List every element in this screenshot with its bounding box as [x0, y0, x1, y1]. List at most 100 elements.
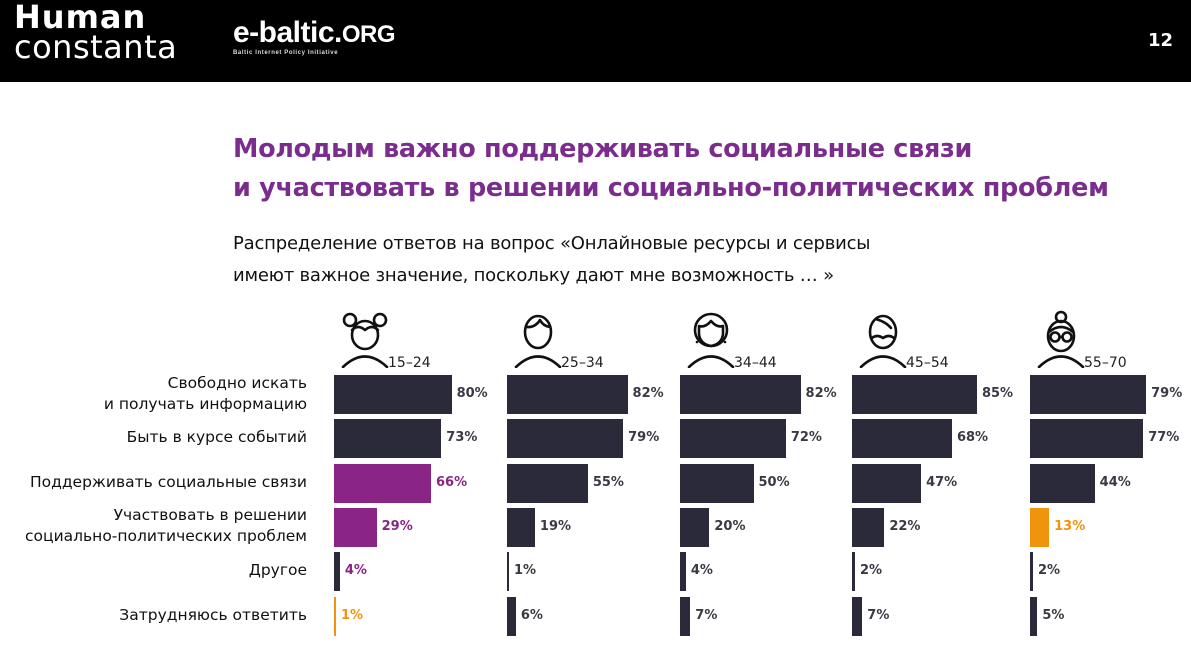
- data-label: 7%: [695, 607, 718, 623]
- bar: [1030, 375, 1147, 414]
- human-constanta-logo: Human constanta: [14, 0, 178, 66]
- chart-subtitle: Распределение ответов на вопрос «Онлайно…: [233, 228, 871, 292]
- girl-with-buns-icon: [341, 312, 389, 368]
- category-label-line: Поддерживать социальные связи: [29, 472, 307, 491]
- age-label: 34–44: [734, 355, 777, 371]
- logo-line2: constanta: [14, 28, 178, 66]
- bar: [507, 552, 509, 592]
- data-label: 13%: [1054, 518, 1086, 534]
- e-baltic-logo: e-baltic.ORG Baltic Internet Policy Init…: [233, 18, 396, 57]
- data-label: 66%: [436, 474, 468, 490]
- bar: [507, 419, 624, 459]
- data-label: 20%: [714, 518, 746, 534]
- age-group-55–70: 55–70 79% 77% 44% 13% 2% 5%: [1030, 300, 1190, 666]
- bar: [1030, 596, 1038, 636]
- bar: [507, 507, 535, 547]
- bar: [1030, 463, 1095, 503]
- subtitle-line1: Распределение ответов на вопрос «Онлайно…: [233, 233, 871, 254]
- elderly-woman-with-glasses-icon: [1037, 310, 1085, 368]
- bar: [507, 463, 588, 503]
- data-label: 47%: [926, 474, 958, 490]
- bar: [852, 552, 855, 592]
- data-label: 7%: [867, 607, 890, 623]
- man-with-beard-icon: [859, 314, 907, 368]
- age-group-45–54: 45–54 85% 68% 47% 22% 2% 7%: [852, 300, 1014, 666]
- data-label: 50%: [758, 474, 790, 490]
- bar: [334, 463, 432, 503]
- data-label: 79%: [628, 430, 660, 446]
- slide-title: Молодым важно поддерживать социальные св…: [233, 130, 1109, 208]
- category-label: Свободно искать и получать информацию: [0, 373, 307, 415]
- data-label: 29%: [381, 518, 413, 534]
- category-label-line: Другое: [248, 561, 307, 580]
- data-label: 80%: [456, 386, 488, 401]
- bar: [1030, 552, 1033, 592]
- data-label: 72%: [790, 430, 822, 446]
- bar: [852, 463, 922, 503]
- age-label: 45–54: [906, 355, 949, 371]
- data-label: 2%: [1037, 563, 1061, 579]
- age-group-34–44: 34–44 82% 72% 50% 20% 4% 7%: [680, 300, 840, 666]
- subtitle-line2: имеют важное значение, поскольку дают мн…: [233, 265, 834, 286]
- category-label: Затрудняюсь ответить: [0, 605, 307, 626]
- age-label: 25–34: [561, 355, 604, 371]
- header-bar: Human constanta e-baltic.ORG Baltic Inte…: [0, 0, 1191, 82]
- category-label-line: Затрудняюсь ответить: [119, 605, 307, 624]
- category-label: Поддерживать социальные связи: [0, 472, 307, 493]
- age-label: 15–24: [388, 355, 431, 371]
- category-label-line: Быть в курсе событий: [126, 428, 307, 447]
- bar: [1030, 419, 1144, 459]
- category-label-line: Свободно искать: [167, 373, 307, 392]
- data-label: 82%: [805, 386, 837, 401]
- data-label: 5%: [1042, 607, 1065, 623]
- age-group-header: 55–70: [1030, 310, 1190, 371]
- bar: [507, 375, 628, 414]
- data-label: 1%: [514, 563, 537, 579]
- category-label-line: и получать информацию: [103, 394, 307, 413]
- bar: [680, 463, 754, 503]
- bar: [852, 507, 885, 547]
- logo-tagline: Baltic Internet Policy Initiative: [233, 50, 339, 56]
- age-group-25–34: 25–34 82% 79% 55% 19% 1% 6%: [507, 300, 667, 666]
- bar: [334, 596, 336, 636]
- category-label: Другое: [0, 560, 307, 581]
- data-label: 85%: [981, 386, 1014, 401]
- bar: [334, 507, 377, 547]
- data-label: 73%: [446, 430, 478, 446]
- bar: [334, 552, 340, 592]
- bar: [334, 419, 442, 459]
- data-label: 77%: [1148, 430, 1180, 446]
- bar: [852, 375, 977, 414]
- age-label: 55–70: [1084, 355, 1127, 371]
- category-label: Участвовать в решении социально-политичес…: [0, 505, 307, 547]
- bar: [680, 419, 786, 459]
- bar: [852, 596, 863, 636]
- logo-line1: Human: [14, 0, 147, 36]
- logo-org: ORG: [341, 21, 396, 48]
- bar: [680, 507, 710, 547]
- data-label: 2%: [859, 563, 883, 579]
- data-label: 4%: [690, 563, 713, 579]
- data-label: 1%: [341, 607, 364, 623]
- young-man-icon: [514, 314, 562, 368]
- bar: [334, 375, 452, 414]
- age-group-header: 34–44: [680, 310, 840, 371]
- title-line1: Молодым важно поддерживать социальные св…: [233, 134, 973, 164]
- age-group-header: 15–24: [334, 310, 494, 371]
- data-label: 82%: [632, 386, 664, 401]
- data-label: 6%: [520, 607, 543, 623]
- data-label: 4%: [344, 563, 367, 579]
- category-label-line: социально-политических проблем: [25, 527, 307, 546]
- bar: [680, 596, 691, 636]
- page-number: 12: [1148, 30, 1174, 51]
- bar: [1030, 507, 1050, 547]
- bar: [680, 552, 686, 592]
- woman-with-earrings-icon: [687, 312, 735, 368]
- title-line2: и участвовать в решении социально-полити…: [233, 173, 1109, 203]
- bar: [852, 419, 952, 459]
- bar-chart: Свободно искать и получать информацию Быть…: [0, 300, 1191, 666]
- data-label: 55%: [592, 474, 624, 490]
- category-label: Быть в курсе событий: [0, 427, 307, 448]
- bar: [680, 375, 801, 414]
- data-label: 68%: [956, 430, 989, 446]
